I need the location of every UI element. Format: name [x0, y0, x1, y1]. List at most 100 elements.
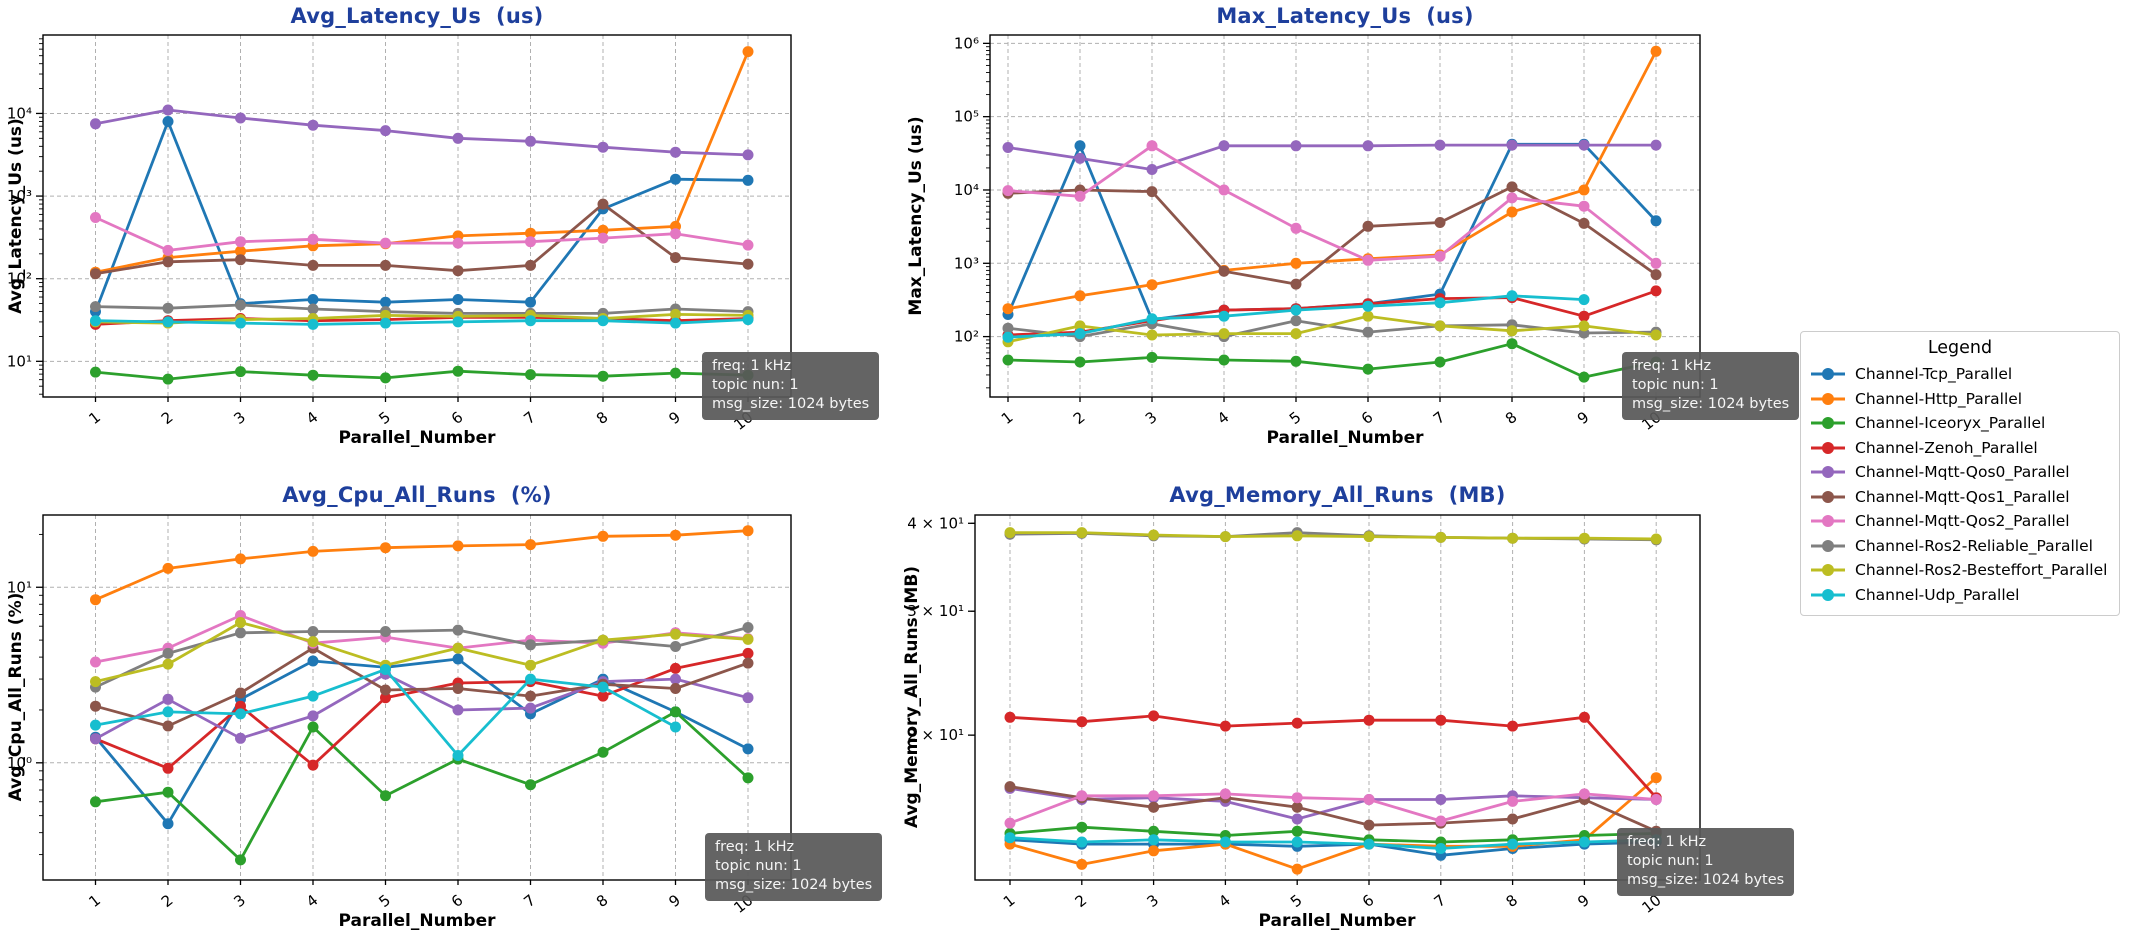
- data-point: [90, 212, 101, 223]
- data-point: [452, 132, 464, 144]
- data-point: [307, 119, 319, 131]
- legend-item-label: Channel-Ros2-Reliable_Parallel: [1855, 536, 2093, 555]
- x-tick-label: 1: [85, 408, 104, 428]
- data-point: [307, 655, 319, 667]
- data-point: [162, 647, 174, 659]
- data-point: [90, 301, 101, 313]
- data-point: [162, 373, 174, 385]
- y-tick-label: 10⁵: [954, 108, 979, 126]
- data-point: [1291, 825, 1303, 837]
- data-point: [1362, 363, 1374, 375]
- data-point: [1148, 790, 1160, 802]
- chart-title-max-latency: Max_Latency_Us (us): [1216, 4, 1474, 28]
- data-point: [525, 659, 536, 671]
- x-tick-label: 7: [1430, 408, 1449, 428]
- data-point: [90, 796, 101, 808]
- data-point: [597, 141, 609, 153]
- series-Channel-Mqtt-Qos1_Parallel: [1002, 181, 1662, 290]
- y-tick-label: 10²: [7, 270, 32, 288]
- x-tick-label: 4: [1215, 891, 1234, 911]
- data-point: [162, 302, 174, 314]
- data-point: [1362, 310, 1374, 322]
- data-point: [452, 237, 464, 249]
- data-point: [1650, 139, 1662, 151]
- series-line: [1007, 144, 1657, 265]
- data-point: [1076, 790, 1088, 802]
- data-point: [307, 626, 319, 637]
- legend-marker-icon: [1811, 392, 1845, 405]
- data-point: [1146, 186, 1158, 198]
- data-point: [742, 46, 754, 58]
- data-point: [1218, 140, 1230, 152]
- legend-item: Channel-Mqtt-Qos0_Parallel: [1809, 460, 2111, 485]
- x-tick-label: 4: [303, 891, 322, 911]
- series-Channel-Mqtt-Qos0_Parallel: [1002, 139, 1662, 175]
- data-point: [162, 244, 174, 256]
- data-point: [380, 684, 391, 696]
- x-tick-label: 9: [665, 408, 684, 428]
- data-point: [670, 683, 681, 694]
- data-point: [235, 236, 246, 248]
- data-point: [1148, 834, 1160, 846]
- annotation-msg-size: msg_size: 1024 bytes: [712, 396, 870, 412]
- series-Channel-Udp_Parallel: [90, 314, 754, 330]
- annotation-topic: topic nun: 1: [1627, 853, 1714, 869]
- data-point: [1506, 139, 1518, 151]
- legend-marker-icon: [1811, 441, 1845, 454]
- data-point: [1076, 836, 1088, 848]
- data-point: [90, 656, 101, 668]
- series-line: [1010, 531, 1657, 541]
- annotation-topic: topic nun: 1: [712, 377, 799, 393]
- data-point: [1290, 140, 1302, 152]
- series-line: [95, 318, 749, 326]
- series-Channel-Mqtt-Qos2_Parallel: [1002, 140, 1662, 269]
- series-line: [1009, 838, 1657, 857]
- series-line: [95, 315, 749, 326]
- data-point: [1507, 813, 1519, 825]
- data-point: [1650, 285, 1662, 297]
- legend-item: Channel-Udp_Parallel: [1809, 583, 2111, 608]
- data-point: [1434, 356, 1446, 368]
- data-point: [525, 135, 536, 147]
- x-tick-label: 8: [593, 408, 612, 428]
- data-point: [1074, 140, 1086, 152]
- data-point: [1004, 781, 1016, 793]
- data-point: [1578, 320, 1590, 332]
- annotation-msg-size: msg_size: 1024 bytes: [1627, 872, 1785, 888]
- data-point: [90, 268, 101, 280]
- x-tick-label: 4: [303, 408, 322, 428]
- data-point: [162, 818, 174, 830]
- data-point: [1219, 836, 1231, 848]
- data-point: [1507, 795, 1519, 807]
- x-tick-label: 3: [230, 891, 249, 911]
- data-point: [1291, 792, 1303, 804]
- series-line: [94, 216, 749, 252]
- data-point: [380, 626, 391, 637]
- legend-marker-icon: [1811, 515, 1845, 528]
- data-point: [162, 720, 174, 732]
- data-point: [742, 258, 754, 270]
- data-point: [597, 530, 609, 542]
- data-point: [1506, 290, 1518, 302]
- plot-frame: [989, 34, 1701, 398]
- data-point: [307, 259, 319, 271]
- series-line: [1009, 714, 1658, 799]
- legend-item: Channel-Ros2-Reliable_Parallel: [1809, 534, 2111, 559]
- data-point: [235, 854, 246, 866]
- data-point: [597, 315, 609, 327]
- series-Channel-Iceoryx_Parallel: [1002, 338, 1662, 383]
- data-point: [1650, 45, 1662, 57]
- series-line: [1007, 185, 1657, 286]
- x-tick-label: 2: [1072, 891, 1091, 911]
- chart-title-avg-latency: Avg_Latency_Us (us): [290, 4, 544, 28]
- data-point: [162, 104, 174, 116]
- legend-item-label: Channel-Udp_Parallel: [1855, 585, 2020, 604]
- data-point: [1148, 825, 1160, 837]
- data-point: [1435, 843, 1447, 854]
- legend-item-label: Channel-Mqtt-Qos0_Parallel: [1855, 463, 2070, 482]
- data-point: [1148, 801, 1160, 813]
- data-point: [1506, 325, 1518, 337]
- x-tick-label: 1: [998, 408, 1017, 428]
- data-point: [1578, 217, 1590, 229]
